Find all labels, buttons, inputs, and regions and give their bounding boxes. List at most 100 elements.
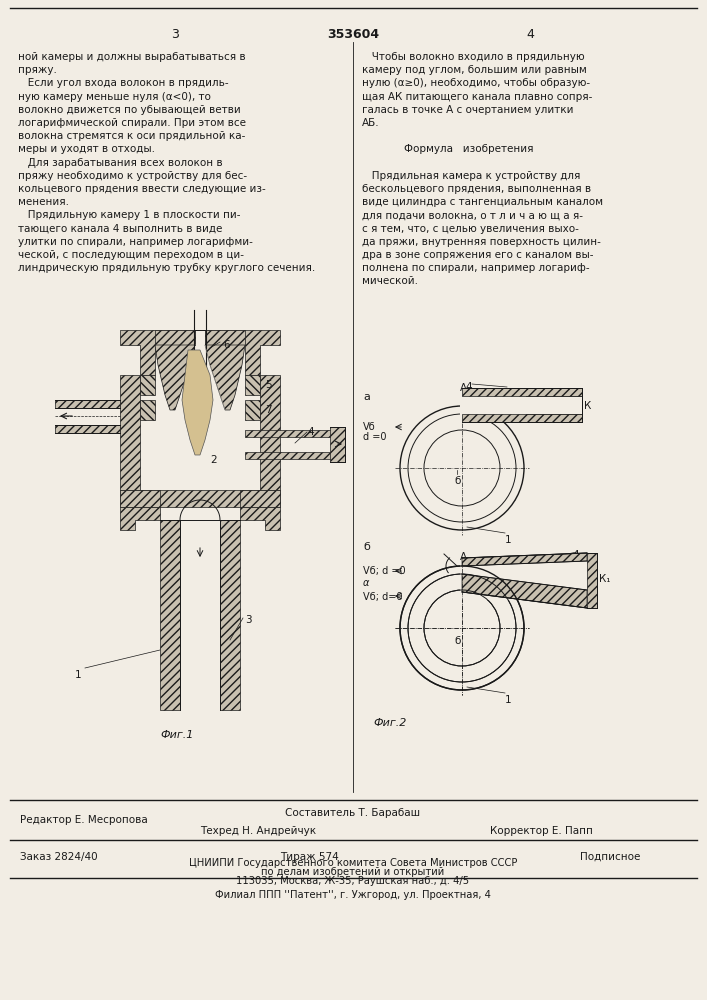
Text: Vб: Vб	[363, 422, 375, 432]
Polygon shape	[140, 400, 155, 420]
Text: б: б	[454, 476, 460, 486]
Text: улитки по спирали, например логарифми-: улитки по спирали, например логарифми-	[18, 237, 253, 247]
Text: для подачи волокна, о т л и ч а ю щ а я-: для подачи волокна, о т л и ч а ю щ а я-	[362, 210, 583, 220]
Polygon shape	[245, 452, 335, 459]
Polygon shape	[462, 388, 582, 396]
Text: менения.: менения.	[18, 197, 69, 207]
Polygon shape	[220, 520, 240, 710]
Text: логарифмической спирали. При этом все: логарифмической спирали. При этом все	[18, 118, 246, 128]
Text: линдрическую прядильную трубку круглого сечения.: линдрическую прядильную трубку круглого …	[18, 263, 315, 273]
Polygon shape	[55, 425, 120, 433]
Text: камеру под углом, большим или равным: камеру под углом, большим или равным	[362, 65, 587, 75]
Text: пряжу необходимо к устройству для бес-: пряжу необходимо к устройству для бес-	[18, 171, 247, 181]
Polygon shape	[120, 330, 195, 375]
Polygon shape	[460, 554, 526, 600]
Text: пряжу.: пряжу.	[18, 65, 57, 75]
Polygon shape	[155, 345, 195, 410]
Circle shape	[408, 414, 516, 522]
Polygon shape	[155, 330, 245, 345]
Polygon shape	[195, 345, 225, 460]
Text: щая АК питающего канала плавно сопря-: щая АК питающего канала плавно сопря-	[362, 92, 592, 102]
Text: АБ.: АБ.	[362, 118, 380, 128]
Polygon shape	[140, 375, 155, 395]
Text: Для зарабатывания всех волокон в: Для зарабатывания всех волокон в	[18, 158, 223, 168]
Text: Фиг.1: Фиг.1	[160, 730, 194, 740]
Text: дра в зоне сопряжения его с каналом вы-: дра в зоне сопряжения его с каналом вы-	[362, 250, 593, 260]
Polygon shape	[245, 400, 260, 420]
Text: 4: 4	[465, 382, 472, 392]
Polygon shape	[205, 330, 280, 375]
Text: Если угол входа волокон в прядиль-: Если угол входа волокон в прядиль-	[18, 78, 228, 88]
Polygon shape	[120, 490, 160, 507]
Circle shape	[408, 574, 516, 682]
Text: по делам изобретений и открытий: по делам изобретений и открытий	[262, 867, 445, 877]
Text: полнена по спирали, например логариф-: полнена по спирали, например логариф-	[362, 263, 590, 273]
Text: галась в точке А с очертанием улитки: галась в точке А с очертанием улитки	[362, 105, 573, 115]
Polygon shape	[462, 414, 582, 422]
Text: 6: 6	[223, 340, 230, 350]
Text: 4: 4	[307, 427, 314, 437]
Text: Vб; d=0: Vб; d=0	[363, 592, 402, 602]
Text: А: А	[460, 552, 467, 562]
Text: ЦНИИПИ Государственного комитета Совета Министров СССР: ЦНИИПИ Государственного комитета Совета …	[189, 858, 518, 868]
Text: ческой, с последующим переходом в ци-: ческой, с последующим переходом в ци-	[18, 250, 244, 260]
Text: Техред Н. Андрейчук: Техред Н. Андрейчук	[200, 826, 316, 836]
Text: 1: 1	[505, 535, 512, 545]
Polygon shape	[462, 553, 587, 566]
Text: α: α	[363, 578, 369, 588]
Circle shape	[424, 590, 500, 666]
Text: Тираж 574: Тираж 574	[280, 852, 339, 862]
Text: с я тем, что, с целью увеличения выхо-: с я тем, что, с целью увеличения выхо-	[362, 224, 579, 234]
Text: 3: 3	[245, 615, 252, 625]
Text: 1: 1	[75, 670, 81, 680]
Text: нулю (α≥0), необходимо, чтобы образую-: нулю (α≥0), необходимо, чтобы образую-	[362, 78, 590, 88]
Text: волокна стремятся к оси прядильной ка-: волокна стремятся к оси прядильной ка-	[18, 131, 245, 141]
Text: К: К	[584, 401, 591, 411]
Text: да пряжи, внутренняя поверхность цилин-: да пряжи, внутренняя поверхность цилин-	[362, 237, 601, 247]
Polygon shape	[245, 375, 260, 395]
Text: Чтобы волокно входило в прядильную: Чтобы волокно входило в прядильную	[362, 52, 585, 62]
Polygon shape	[240, 507, 280, 530]
Polygon shape	[460, 388, 526, 422]
Text: 7: 7	[265, 405, 271, 415]
Polygon shape	[260, 375, 280, 490]
Polygon shape	[462, 574, 587, 608]
Polygon shape	[55, 400, 120, 408]
Polygon shape	[120, 375, 140, 490]
Text: бескольцевого прядения, выполненная в: бескольцевого прядения, выполненная в	[362, 184, 591, 194]
Polygon shape	[245, 430, 335, 437]
Circle shape	[424, 430, 500, 506]
Polygon shape	[120, 507, 160, 530]
Text: 353604: 353604	[327, 28, 379, 41]
Text: Vб; d =0: Vб; d =0	[363, 566, 406, 576]
Circle shape	[400, 566, 524, 690]
Text: К₁: К₁	[599, 574, 611, 584]
Text: 5: 5	[265, 380, 271, 390]
Polygon shape	[205, 345, 245, 410]
Text: Подписное: Подписное	[580, 852, 641, 862]
Text: 2: 2	[210, 455, 216, 465]
Text: ной камеры и должны вырабатываться в: ной камеры и должны вырабатываться в	[18, 52, 245, 62]
Text: Редактор Е. Месропова: Редактор Е. Месропова	[20, 815, 148, 825]
Text: б: б	[363, 542, 370, 552]
Polygon shape	[182, 350, 213, 455]
Text: виде цилиндра с тангенциальным каналом: виде цилиндра с тангенциальным каналом	[362, 197, 603, 207]
Text: 3: 3	[171, 28, 179, 41]
Text: кольцевого прядения ввести следующие из-: кольцевого прядения ввести следующие из-	[18, 184, 266, 194]
Text: 4: 4	[572, 550, 578, 560]
Text: б: б	[454, 636, 460, 646]
Text: Фиг.2: Фиг.2	[373, 718, 407, 728]
Text: Формула   изобретения: Формула изобретения	[404, 144, 534, 154]
Text: Составитель Т. Барабаш: Составитель Т. Барабаш	[286, 808, 421, 818]
Circle shape	[400, 406, 524, 530]
Text: ную камеру меньше нуля (α<0), то: ную камеру меньше нуля (α<0), то	[18, 92, 211, 102]
Polygon shape	[240, 490, 280, 507]
Text: тающего канала 4 выполнить в виде: тающего канала 4 выполнить в виде	[18, 224, 223, 234]
Text: а: а	[363, 392, 370, 402]
Text: меры и уходят в отходы.: меры и уходят в отходы.	[18, 144, 155, 154]
Text: Заказ 2824/40: Заказ 2824/40	[20, 852, 98, 862]
Text: волокно движется по убывающей ветви: волокно движется по убывающей ветви	[18, 105, 241, 115]
Polygon shape	[120, 490, 280, 507]
Polygon shape	[160, 520, 180, 710]
Text: Прядильную камеру 1 в плоскости пи-: Прядильную камеру 1 в плоскости пи-	[18, 210, 240, 220]
